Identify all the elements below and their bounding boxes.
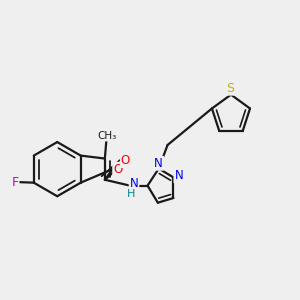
- Text: N: N: [130, 177, 138, 190]
- Text: O: O: [113, 163, 122, 176]
- Text: O: O: [121, 154, 130, 167]
- Text: S: S: [226, 82, 234, 95]
- Text: CH₃: CH₃: [98, 130, 117, 141]
- Text: N: N: [174, 169, 183, 182]
- Text: H: H: [127, 190, 135, 200]
- Text: F: F: [11, 176, 19, 189]
- Text: N: N: [154, 157, 163, 170]
